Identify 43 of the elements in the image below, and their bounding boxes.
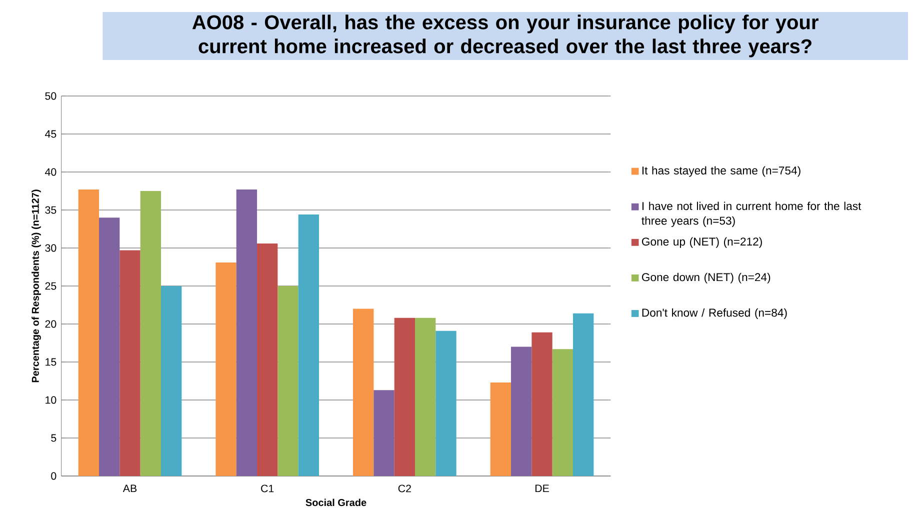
x-tick-label: AB xyxy=(122,484,137,492)
bar xyxy=(490,382,512,476)
y-tick-label: 30 xyxy=(45,244,56,252)
x-tick-label: DE xyxy=(535,484,549,492)
y-tick-label: 40 xyxy=(45,168,56,176)
legend-label: Gone down (NET) (n=24) xyxy=(642,272,770,284)
legend-label: Don't know / Refused (n=84) xyxy=(642,308,787,319)
x-axis-title: Social Grade xyxy=(306,498,366,506)
bar xyxy=(436,330,456,476)
bar xyxy=(552,349,574,476)
y-tick-label: 35 xyxy=(45,206,56,214)
bar xyxy=(120,250,140,476)
y-tick-label: 15 xyxy=(46,358,56,366)
x-tick-label: C2 xyxy=(398,484,411,492)
bar xyxy=(573,313,594,476)
bar xyxy=(78,189,99,476)
y-tick-label: 45 xyxy=(45,130,56,138)
bar xyxy=(415,318,436,476)
legend-label: I have not lived in current home for the last three years (n=53) xyxy=(642,202,862,227)
y-tick-label: 0 xyxy=(51,472,56,480)
bar xyxy=(532,332,552,476)
bar xyxy=(140,191,162,476)
y-tick-label: 5 xyxy=(51,434,56,442)
y-tick-label: 50 xyxy=(45,92,56,100)
bar xyxy=(511,346,532,476)
x-tick-label: C1 xyxy=(261,484,274,492)
bar xyxy=(99,218,120,476)
y-tick-label: 10 xyxy=(46,396,56,404)
y-tick-label: 20 xyxy=(45,320,56,328)
bar xyxy=(353,308,374,476)
bar xyxy=(216,262,236,476)
legend-label: Gone up (NET) (n=212) xyxy=(642,237,762,248)
y-axis-title: Percentage of Respondents (%) (n=1127) xyxy=(32,190,41,382)
bar xyxy=(161,286,182,476)
bar xyxy=(374,390,394,476)
chart-title: AO08 - Overall, has the excess on your insurance policy for your current home increased or decreased over the last three years? xyxy=(192,14,818,58)
bar xyxy=(278,286,298,476)
legend-label: It has stayed the same (n=754) xyxy=(642,166,800,177)
bar xyxy=(394,318,416,476)
bar xyxy=(298,214,320,476)
y-tick-label: 25 xyxy=(45,282,56,290)
bar xyxy=(236,189,258,476)
bar xyxy=(257,243,278,476)
